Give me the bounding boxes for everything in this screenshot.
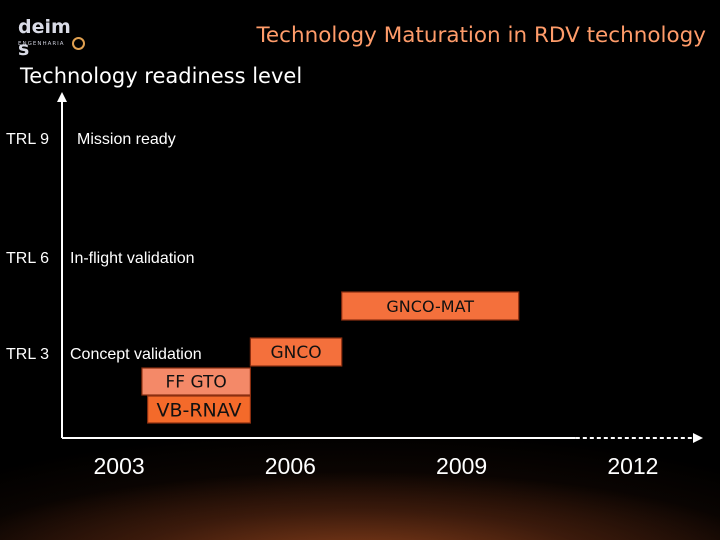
logo-subtext: ENGENHARIA (18, 41, 65, 47)
bar-gnco (249, 337, 343, 367)
bar-label: VB-RNAV (156, 399, 241, 421)
bar-label: FF GTO (166, 373, 227, 393)
bar-vb-rnav (147, 395, 252, 424)
bar-label: GNCO-MAT (386, 297, 474, 316)
x-tick-label: 2012 (607, 453, 658, 479)
x-tick-label: 2003 (94, 453, 145, 479)
trl-description: In-flight validation (70, 250, 195, 267)
trl-label: TRL 6 (6, 250, 49, 267)
trl-label: TRL 9 (6, 131, 49, 148)
bar-gnco-mat (341, 291, 520, 321)
x-tick-label: 2009 (436, 453, 487, 479)
x-tick-label: 2006 (265, 453, 316, 479)
bar-ff-gto (141, 367, 252, 396)
bar-label: GNCO (270, 343, 321, 363)
trl-description: Concept validation (70, 346, 202, 363)
logo-ring-icon (71, 37, 85, 50)
logo-text: deim s (18, 16, 94, 60)
page-title: Technology Maturation in RDV technology (256, 23, 706, 48)
trl-label: TRL 3 (6, 346, 49, 363)
y-axis-title: Technology readiness level (20, 64, 303, 88)
trl-description: Mission ready (77, 131, 176, 148)
deimos-logo: deim s ENGENHARIA (14, 14, 94, 60)
